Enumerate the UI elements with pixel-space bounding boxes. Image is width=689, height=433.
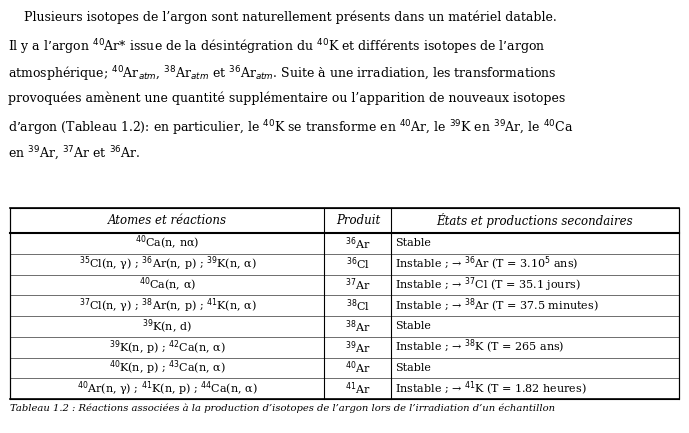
Text: Stable: Stable — [395, 321, 431, 332]
Text: Instable ; → $^{38}$K (T = 265 ans): Instable ; → $^{38}$K (T = 265 ans) — [395, 338, 565, 356]
Text: $^{37}$Ar: $^{37}$Ar — [345, 277, 371, 293]
Text: Instable ; → $^{41}$K (T = 1.82 heures): Instable ; → $^{41}$K (T = 1.82 heures) — [395, 380, 587, 398]
Text: $^{40}$Ar: $^{40}$Ar — [345, 360, 371, 376]
Text: Instable ; → $^{36}$Ar (T = 3.10$^{5}$ ans): Instable ; → $^{36}$Ar (T = 3.10$^{5}$ a… — [395, 255, 579, 273]
Text: $^{38}$Cl: $^{38}$Cl — [346, 297, 370, 314]
Text: Plusieurs isotopes de l’argon sont naturellement présents dans un matériel datab: Plusieurs isotopes de l’argon sont natur… — [8, 11, 557, 24]
Text: Produit: Produit — [336, 214, 380, 227]
Text: $^{36}$Cl: $^{36}$Cl — [346, 256, 370, 272]
Text: Instable ; → $^{37}$Cl (T = 35.1 jours): Instable ; → $^{37}$Cl (T = 35.1 jours) — [395, 276, 581, 294]
Text: Stable: Stable — [395, 363, 431, 373]
Text: $^{39}$K(n, d): $^{39}$K(n, d) — [143, 317, 192, 336]
Text: États et productions secondaires: États et productions secondaires — [437, 213, 633, 228]
Text: Instable ; → $^{38}$Ar (T = 37.5 minutes): Instable ; → $^{38}$Ar (T = 37.5 minutes… — [395, 297, 599, 315]
Text: $^{41}$Ar: $^{41}$Ar — [345, 381, 371, 397]
Text: $^{40}$Ca(n, nα): $^{40}$Ca(n, nα) — [135, 234, 200, 252]
Text: $^{40}$K(n, p) ; $^{43}$Ca(n, α): $^{40}$K(n, p) ; $^{43}$Ca(n, α) — [109, 359, 226, 377]
Text: $^{40}$Ar(n, γ) ; $^{41}$K(n, p) ; $^{44}$Ca(n, α): $^{40}$Ar(n, γ) ; $^{41}$K(n, p) ; $^{44… — [77, 380, 258, 398]
Bar — [10, 208, 679, 399]
Text: $^{39}$K(n, p) ; $^{42}$Ca(n, α): $^{39}$K(n, p) ; $^{42}$Ca(n, α) — [109, 338, 226, 356]
Text: Atomes et réactions: Atomes et réactions — [108, 214, 227, 227]
Text: $^{35}$Cl(n, γ) ; $^{36}$Ar(n, p) ; $^{39}$K(n, α): $^{35}$Cl(n, γ) ; $^{36}$Ar(n, p) ; $^{3… — [79, 255, 256, 273]
Text: Il y a l’argon $^{40}$Ar* issue de la désintégration du $^{40}$K et différents i: Il y a l’argon $^{40}$Ar* issue de la dé… — [8, 38, 546, 57]
Text: d’argon (Tableau 1.2): en particulier, le $^{40}$K se transforme en $^{40}$Ar, l: d’argon (Tableau 1.2): en particulier, l… — [8, 118, 574, 138]
Text: atmosphérique; $^{40}$Ar$_{atm}$, $^{38}$Ar$_{atm}$ et $^{36}$Ar$_{atm}$. Suite : atmosphérique; $^{40}$Ar$_{atm}$, $^{38}… — [8, 65, 557, 84]
Text: $^{37}$Cl(n, γ) ; $^{38}$Ar(n, p) ; $^{41}$K(n, α): $^{37}$Cl(n, γ) ; $^{38}$Ar(n, p) ; $^{4… — [79, 297, 256, 315]
Text: en $^{39}$Ar, $^{37}$Ar et $^{36}$Ar.: en $^{39}$Ar, $^{37}$Ar et $^{36}$Ar. — [8, 145, 141, 163]
Text: Tableau 1.2 : Réactions associées à la production d’isotopes de l’argon lors de : Tableau 1.2 : Réactions associées à la p… — [10, 404, 555, 413]
Text: Stable: Stable — [395, 238, 431, 249]
Text: $^{40}$Ca(n, α): $^{40}$Ca(n, α) — [139, 276, 196, 294]
Text: $^{39}$Ar: $^{39}$Ar — [345, 339, 371, 355]
Text: $^{36}$Ar: $^{36}$Ar — [345, 235, 371, 252]
Text: provoquées amènent une quantité supplémentaire ou l’apparition de nouveaux isoto: provoquées amènent une quantité suppléme… — [8, 91, 566, 105]
Text: $^{38}$Ar: $^{38}$Ar — [345, 318, 371, 335]
